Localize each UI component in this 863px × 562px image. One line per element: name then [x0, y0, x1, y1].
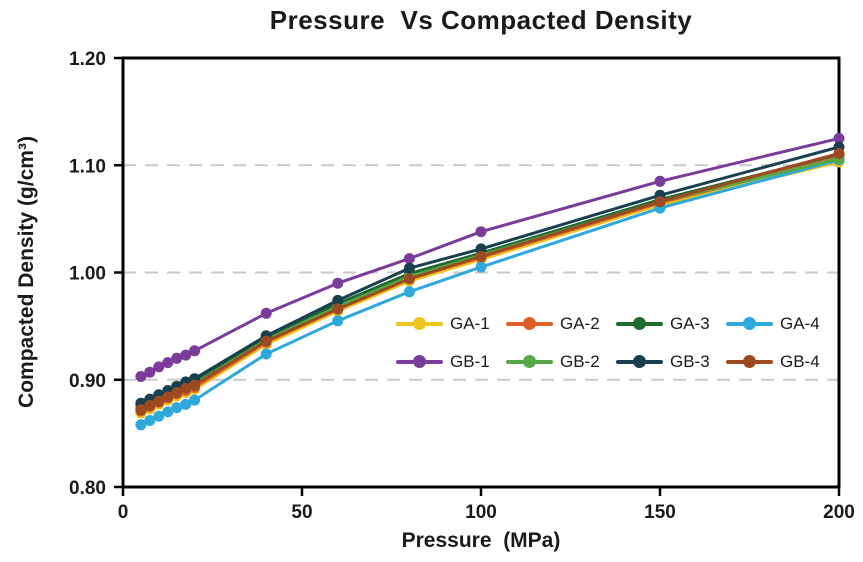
x-tick-label: 50: [291, 502, 312, 523]
chart-title: Pressure Vs Compacted Density: [269, 5, 693, 35]
series-point-GA-4: [171, 402, 183, 414]
series-point-GB-1: [260, 307, 272, 319]
legend: GA-1 GA-2 GA-3 GA-4 GB-1 GB-2 GB-3 GB-4: [396, 311, 836, 374]
y-tick-label: 1.20: [69, 49, 106, 70]
series-line-GA-4: [140, 158, 840, 427]
legend-marker-GA-2: [506, 317, 553, 330]
series-point-GA-4: [189, 394, 201, 406]
legend-label-GA-1: GA-1: [450, 313, 490, 333]
series-point-GB-4: [180, 382, 192, 394]
series-point-GA-4: [180, 398, 192, 410]
legend-item-GA-3: GA-3: [616, 311, 726, 336]
x-tick-label: 200: [823, 502, 855, 523]
series-point-GA-4: [403, 286, 415, 298]
series-point-GB-4: [332, 303, 344, 315]
series-GA-2: [135, 152, 845, 417]
series-point-GA-4: [475, 261, 487, 273]
legend-item-GB-3: GB-3: [616, 349, 726, 374]
legend-item-GB-2: GB-2: [506, 349, 616, 374]
series-point-GA-4: [144, 415, 156, 426]
series-point-GB-1: [180, 349, 192, 361]
series-point-GB-4: [189, 379, 201, 391]
x-tick-labels: 0 50 100 150 200: [118, 502, 855, 523]
legend-label-GA-3: GA-3: [670, 313, 710, 333]
legend-marker-GB-4: [726, 355, 773, 368]
legend-marker-GA-1: [396, 317, 443, 330]
series-point-GB-4: [833, 148, 845, 159]
series-point-GA-4: [153, 410, 165, 422]
y-tick-label: 1.10: [69, 156, 106, 177]
legend-label-GA-2: GA-2: [560, 313, 600, 333]
legend-dot-GB-4: [743, 355, 756, 368]
y-tick-labels: 0.80 0.90 1.00 1.10 1.20: [69, 49, 106, 499]
series-point-GB-4: [144, 400, 156, 411]
series-point-GB-1: [135, 371, 147, 382]
legend-dot-GB-3: [633, 355, 646, 368]
legend-marker-GB-1: [396, 355, 443, 368]
series-point-GB-1: [332, 277, 344, 289]
legend-item-GA-1: GA-1: [396, 311, 506, 336]
legend-marker-GB-2: [506, 355, 553, 368]
legend-marker-GA-3: [616, 317, 663, 330]
legend-marker-GB-3: [616, 355, 663, 368]
series-point-GB-4: [475, 250, 487, 262]
series-point-GB-4: [403, 273, 415, 285]
series-point-GB-3: [332, 294, 344, 306]
legend-item-GA-4: GA-4: [726, 311, 836, 336]
series-point-GA-4: [260, 348, 272, 360]
series-point-GB-1: [153, 361, 165, 373]
series-point-GB-1: [144, 366, 156, 378]
legend-dot-GB-2: [523, 355, 536, 368]
series-point-GB-1: [833, 132, 845, 144]
legend-marker-GA-4: [726, 317, 773, 330]
legend-dot-GB-1: [413, 355, 426, 368]
legend-item-GB-1: GB-1: [396, 349, 506, 374]
y-tick-label: 0.90: [69, 371, 106, 392]
x-tick-label: 100: [465, 502, 497, 523]
legend-dot-GA-3: [633, 317, 646, 330]
series-point-GA-4: [135, 419, 147, 431]
series-GA-4: [135, 154, 845, 431]
y-tick-label: 0.80: [69, 478, 106, 499]
series-point-GB-1: [171, 352, 183, 364]
series-GB-4: [135, 148, 845, 416]
series-point-GB-1: [162, 357, 174, 369]
x-tick-label: 0: [118, 502, 129, 523]
axis-ticks: [114, 56, 841, 496]
x-tick-label: 150: [644, 502, 676, 523]
series-point-GB-4: [162, 391, 174, 403]
series-point-GA-4: [332, 315, 344, 327]
series-point-GA-4: [162, 406, 174, 418]
series-point-GB-4: [654, 196, 666, 208]
legend-item-GA-2: GA-2: [506, 311, 616, 336]
legend-dot-GA-2: [523, 317, 536, 330]
legend-label-GB-2: GB-2: [560, 351, 600, 371]
series-GB-2: [135, 153, 845, 415]
series-GB-1: [135, 132, 845, 382]
series-point-GB-1: [403, 253, 415, 265]
series-point-GB-1: [475, 226, 487, 238]
legend-dot-GA-1: [413, 317, 426, 330]
legend-item-GB-4: GB-4: [726, 349, 836, 374]
legend-label-GB-3: GB-3: [670, 351, 710, 371]
legend-label-GA-4: GA-4: [780, 313, 820, 333]
legend-label-GB-4: GB-4: [780, 351, 820, 371]
series-point-GB-4: [171, 387, 183, 399]
series-point-GB-3: [403, 262, 415, 274]
legend-label-GB-1: GB-1: [450, 351, 490, 371]
x-axis-title: Pressure (MPa): [401, 529, 561, 552]
series-point-GB-1: [189, 345, 201, 357]
legend-dot-GA-4: [743, 317, 756, 330]
series-point-GB-4: [153, 395, 165, 407]
y-tick-label: 1.00: [69, 264, 106, 285]
series-point-GB-4: [135, 404, 147, 416]
series-point-GB-4: [260, 335, 272, 347]
series-line-GA-1: [140, 160, 840, 415]
series-point-GB-1: [654, 175, 666, 187]
